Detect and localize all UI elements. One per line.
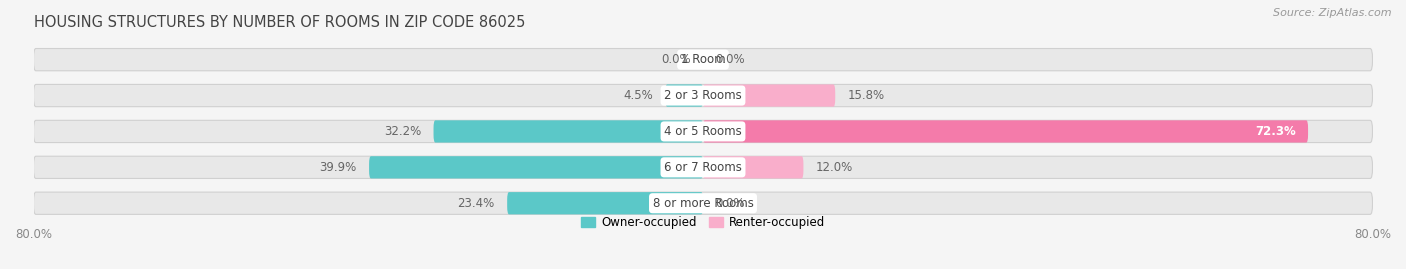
Text: 4 or 5 Rooms: 4 or 5 Rooms xyxy=(664,125,742,138)
Text: 8 or more Rooms: 8 or more Rooms xyxy=(652,197,754,210)
FancyBboxPatch shape xyxy=(34,156,1372,178)
Text: 32.2%: 32.2% xyxy=(384,125,420,138)
FancyBboxPatch shape xyxy=(34,48,1372,71)
FancyBboxPatch shape xyxy=(34,120,1372,143)
Text: 12.0%: 12.0% xyxy=(815,161,853,174)
Text: 1 Room: 1 Room xyxy=(681,53,725,66)
Text: 2 or 3 Rooms: 2 or 3 Rooms xyxy=(664,89,742,102)
FancyBboxPatch shape xyxy=(703,84,835,107)
Text: 0.0%: 0.0% xyxy=(661,53,690,66)
FancyBboxPatch shape xyxy=(508,192,703,214)
Text: Source: ZipAtlas.com: Source: ZipAtlas.com xyxy=(1274,8,1392,18)
FancyBboxPatch shape xyxy=(703,156,803,178)
FancyBboxPatch shape xyxy=(34,192,1372,214)
FancyBboxPatch shape xyxy=(34,84,1372,107)
FancyBboxPatch shape xyxy=(370,156,703,178)
Legend: Owner-occupied, Renter-occupied: Owner-occupied, Renter-occupied xyxy=(576,211,830,234)
FancyBboxPatch shape xyxy=(665,84,703,107)
Text: 0.0%: 0.0% xyxy=(716,197,745,210)
Text: 23.4%: 23.4% xyxy=(457,197,495,210)
Text: 15.8%: 15.8% xyxy=(848,89,884,102)
FancyBboxPatch shape xyxy=(433,120,703,143)
Text: HOUSING STRUCTURES BY NUMBER OF ROOMS IN ZIP CODE 86025: HOUSING STRUCTURES BY NUMBER OF ROOMS IN… xyxy=(34,15,524,30)
Text: 39.9%: 39.9% xyxy=(319,161,357,174)
Text: 72.3%: 72.3% xyxy=(1254,125,1295,138)
Text: 4.5%: 4.5% xyxy=(623,89,652,102)
Text: 0.0%: 0.0% xyxy=(716,53,745,66)
FancyBboxPatch shape xyxy=(703,120,1308,143)
Text: 6 or 7 Rooms: 6 or 7 Rooms xyxy=(664,161,742,174)
